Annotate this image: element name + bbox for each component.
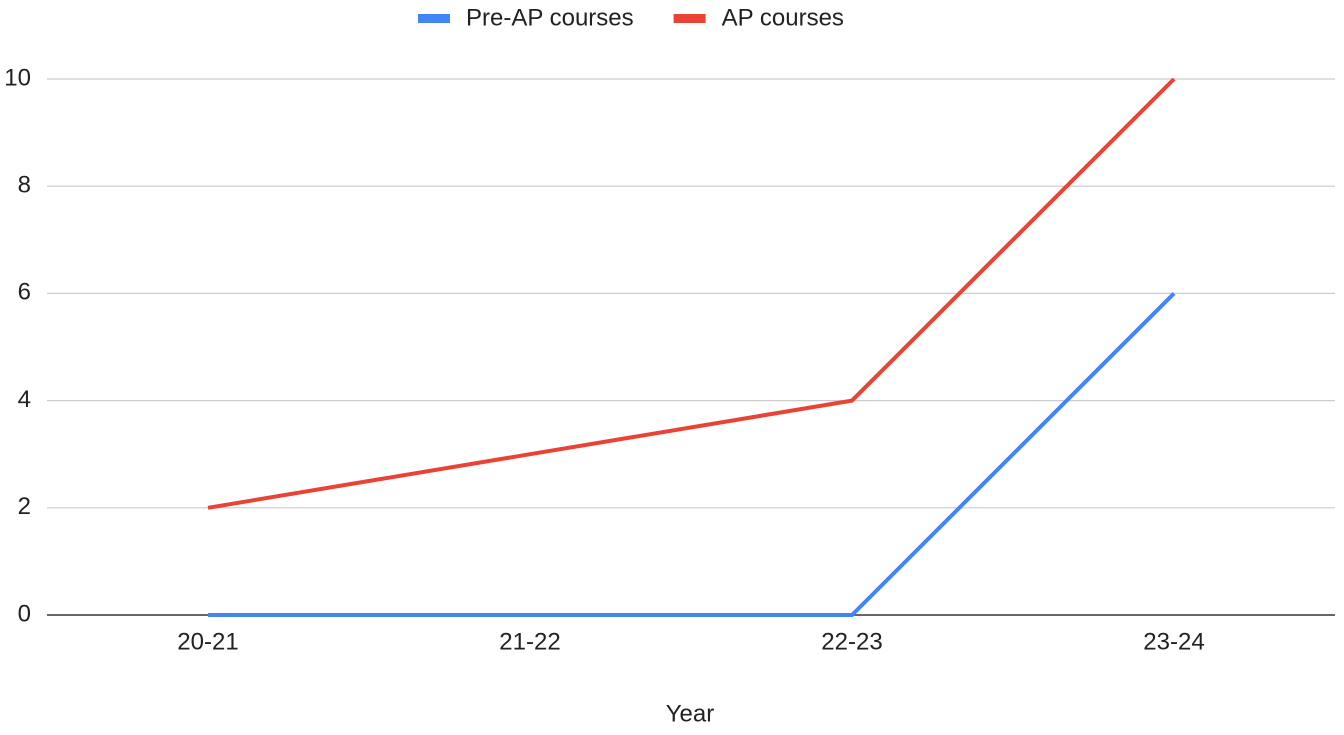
legend-label: AP courses [722,4,844,31]
legend-swatch [673,14,706,23]
series-line [207,77,1176,510]
y-tick-label: 0 [18,600,31,627]
x-tick-label: 22-23 [821,628,882,655]
x-tick-label: 20-21 [177,628,238,655]
y-tick-label: 8 [18,172,31,199]
y-tick-label: 2 [18,493,31,520]
y-tick-label: 4 [18,386,31,413]
y-tick-label: 10 [4,64,31,91]
legend-label: Pre-AP courses [466,4,634,31]
x-tick-label: 23-24 [1143,628,1204,655]
legend-swatch [418,14,450,23]
series-line [208,291,1176,617]
y-tick-label: 6 [18,279,31,306]
x-axis-title: Year [666,700,715,727]
x-tick-label: 21-22 [499,628,560,655]
